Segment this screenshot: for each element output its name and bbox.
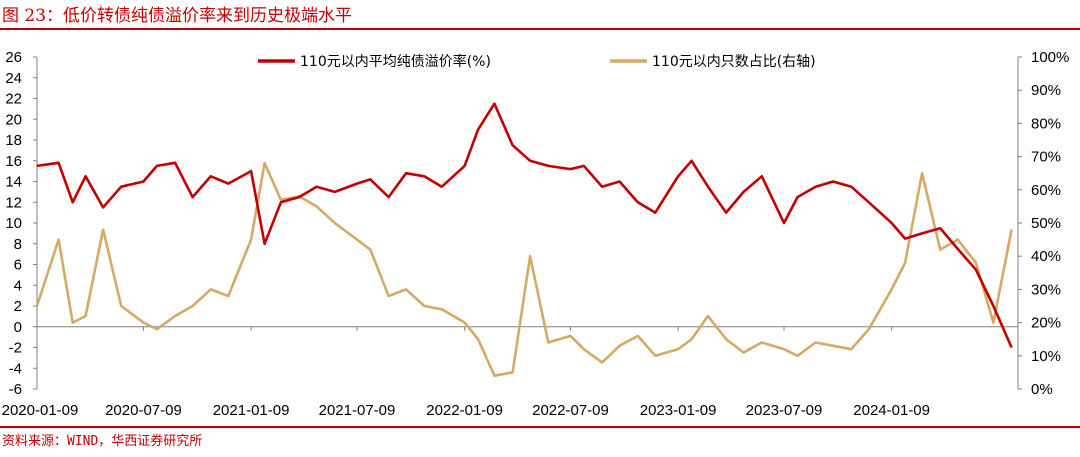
y-left-tick-label: 4 xyxy=(14,277,22,294)
line-chart: 26242220181614121086420-2-4-6100%90%80%7… xyxy=(2,49,1070,419)
x-tick-label: 2024-01-09 xyxy=(853,402,930,419)
y-left-tick-label: 18 xyxy=(5,132,22,149)
y-left-tick-label: 10 xyxy=(5,215,22,232)
y-right-tick-label: 90% xyxy=(1031,82,1061,99)
x-tick-label: 2020-01-09 xyxy=(2,402,79,419)
y-left-tick-label: 16 xyxy=(5,153,22,170)
y-left-tick-label: 20 xyxy=(5,111,22,128)
figure-title: 图 23：低价转债纯债溢价率来到历史极端水平 xyxy=(2,6,353,26)
y-right-tick-label: 100% xyxy=(1031,49,1069,66)
x-tick-label: 2023-07-09 xyxy=(746,402,823,419)
x-tick-label: 2022-07-09 xyxy=(532,402,609,419)
y-right-tick-label: 50% xyxy=(1031,215,1061,232)
y-right-tick-label: 10% xyxy=(1031,348,1061,365)
y-left-tick-label: 26 xyxy=(5,49,22,66)
y-right-tick-label: 80% xyxy=(1031,115,1061,132)
y-right-tick-label: 0% xyxy=(1031,381,1053,398)
y-left-tick-label: 12 xyxy=(5,194,22,211)
top-rule xyxy=(0,28,1080,30)
y-right-tick-label: 60% xyxy=(1031,182,1061,199)
chart-legend: 110元以内平均纯债溢价率(%) 110元以内只数占比(右轴) xyxy=(258,53,816,70)
y-left-tick-label: 2 xyxy=(14,298,22,315)
y-right-tick-label: 70% xyxy=(1031,149,1061,166)
y-left-tick-label: 14 xyxy=(5,174,22,191)
y-right-tick-label: 30% xyxy=(1031,281,1061,298)
x-tick-label: 2020-07-09 xyxy=(105,402,182,419)
y-left-tick-label: -2 xyxy=(9,340,22,357)
x-tick-label: 2023-01-09 xyxy=(640,402,717,419)
x-tick-label: 2021-07-09 xyxy=(319,402,396,419)
y-left-tick-label: 22 xyxy=(5,91,22,108)
bottom-rule xyxy=(0,426,1080,428)
y-left-tick-label: 0 xyxy=(14,319,22,336)
y-left-tick-label: 8 xyxy=(14,236,22,253)
legend-label: 110元以内只数占比(右轴) xyxy=(652,54,816,70)
series-line-count-share xyxy=(35,161,1013,377)
y-left-tick-label: 24 xyxy=(5,70,22,87)
source-note: 资料来源：WIND，华西证券研究所 xyxy=(2,434,203,449)
y-right-tick-label: 20% xyxy=(1031,315,1061,332)
y-left-tick-label: -4 xyxy=(9,360,22,377)
y-left-tick-label: -6 xyxy=(9,381,22,398)
y-right-tick-label: 40% xyxy=(1031,248,1061,265)
series-line-bond-premium xyxy=(36,102,1013,349)
y-left-tick-label: 6 xyxy=(14,257,22,274)
chart-series xyxy=(35,102,1013,377)
x-tick-label: 2022-01-09 xyxy=(426,402,503,419)
x-tick-label: 2021-01-09 xyxy=(213,402,290,419)
chart-axes: 26242220181614121086420-2-4-6100%90%80%7… xyxy=(2,49,1070,419)
legend-label: 110元以内平均纯债溢价率(%) xyxy=(300,53,491,70)
